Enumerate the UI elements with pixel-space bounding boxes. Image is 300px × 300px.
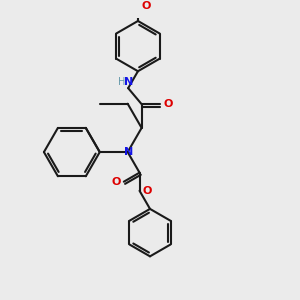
Text: O: O [111, 177, 121, 187]
Text: O: O [141, 1, 151, 10]
Text: N: N [124, 147, 133, 157]
Text: O: O [163, 99, 172, 109]
Text: N: N [124, 77, 133, 87]
Text: O: O [143, 186, 152, 196]
Text: H: H [118, 77, 125, 87]
